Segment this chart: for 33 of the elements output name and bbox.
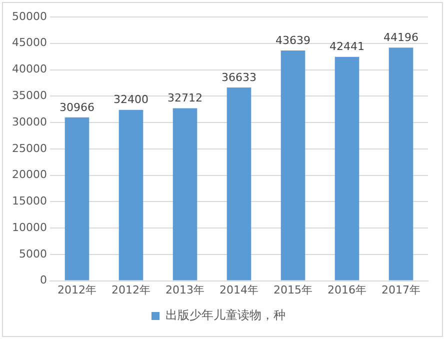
bar [226, 88, 252, 280]
data-label: 43639 [275, 34, 310, 47]
x-tick-label: 2017年 [382, 283, 420, 296]
y-tick-label: 45000 [12, 36, 47, 50]
y-tick-label: 25000 [12, 142, 47, 155]
data-label: 36633 [221, 70, 256, 84]
data-label: 42441 [330, 40, 364, 54]
legend-label: 出版少年儿童读物，种 [166, 308, 286, 322]
x-tick-label: 2015年 [273, 283, 312, 296]
x-tick-label: 2016年 [328, 283, 366, 296]
bar [172, 108, 198, 280]
data-label: 44196 [384, 30, 418, 44]
y-tick-label: 50000 [12, 10, 47, 23]
x-tick-label: 2012年 [57, 283, 96, 296]
data-label: 32712 [167, 92, 202, 105]
data-label: 32400 [113, 93, 148, 106]
y-tick-label: 35000 [12, 89, 47, 102]
y-tick-label: 40000 [12, 62, 47, 76]
x-tick-label: 2013年 [165, 283, 204, 296]
bar [118, 110, 144, 280]
x-tick-label: 2014年 [219, 283, 258, 296]
y-tick-label: 10000 [12, 220, 47, 234]
data-label: 30966 [59, 100, 94, 114]
y-tick-label: 5000 [18, 247, 47, 260]
y-tick-label: 15000 [12, 194, 47, 208]
bar [388, 48, 414, 280]
bar [64, 117, 90, 280]
bar [334, 56, 360, 280]
y-tick-label: 0 [40, 274, 47, 287]
y-tick-label: 20000 [12, 168, 47, 182]
y-tick-label: 30000 [12, 115, 47, 128]
x-tick-label: 2012年 [111, 283, 150, 296]
bar [280, 50, 306, 280]
